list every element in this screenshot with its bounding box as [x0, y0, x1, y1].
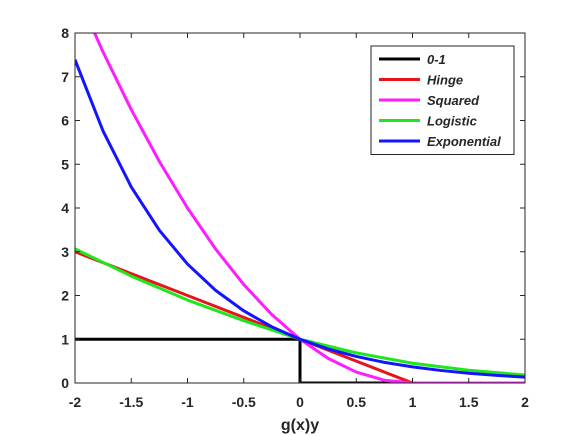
tick-layer: -2 -1.5 -1 -0.5 0 0.5 1 1.5 2 0 1 2 3 4 5 6 7 8	[61, 25, 529, 410]
x-tick-label: 0	[296, 394, 304, 410]
x-tick-label: -1.5	[119, 394, 143, 410]
legend-label-squared: Squared	[427, 93, 480, 108]
legend: 0-1 Hinge Squared Logistic Exponential	[370, 45, 515, 155]
y-tick-label: 0	[61, 375, 69, 391]
x-axis-label: g(x)y	[281, 417, 319, 434]
x-tick-label: -0.5	[232, 394, 256, 410]
x-tick-label: 0.5	[347, 394, 367, 410]
y-tick-label: 6	[61, 113, 69, 129]
y-tick-label: 2	[61, 288, 69, 304]
x-tick-label: 1	[409, 394, 417, 410]
y-tick-label: 1	[61, 331, 69, 347]
series-line-0-1	[75, 337, 525, 383]
x-tick-label: -2	[69, 394, 82, 410]
series-layer	[75, 33, 525, 383]
x-tick-label: 1.5	[459, 394, 479, 410]
series-line-exponential	[75, 59, 525, 379]
legend-label-exponential: Exponential	[427, 134, 501, 149]
x-tick-label: -1	[181, 394, 194, 410]
y-tick-label: 5	[61, 156, 69, 172]
y-tick-label: 8	[61, 25, 69, 41]
legend-label-logistic: Logistic	[427, 114, 478, 129]
legend-label-hinge: Hinge	[427, 73, 463, 88]
y-tick-label: 7	[61, 69, 69, 85]
x-tick-label: 2	[521, 394, 529, 410]
y-tick-label: 3	[61, 244, 69, 260]
legend-label-0-1: 0-1	[427, 52, 446, 67]
y-tick-label: 4	[61, 200, 69, 216]
series-line-squared	[92, 33, 525, 383]
